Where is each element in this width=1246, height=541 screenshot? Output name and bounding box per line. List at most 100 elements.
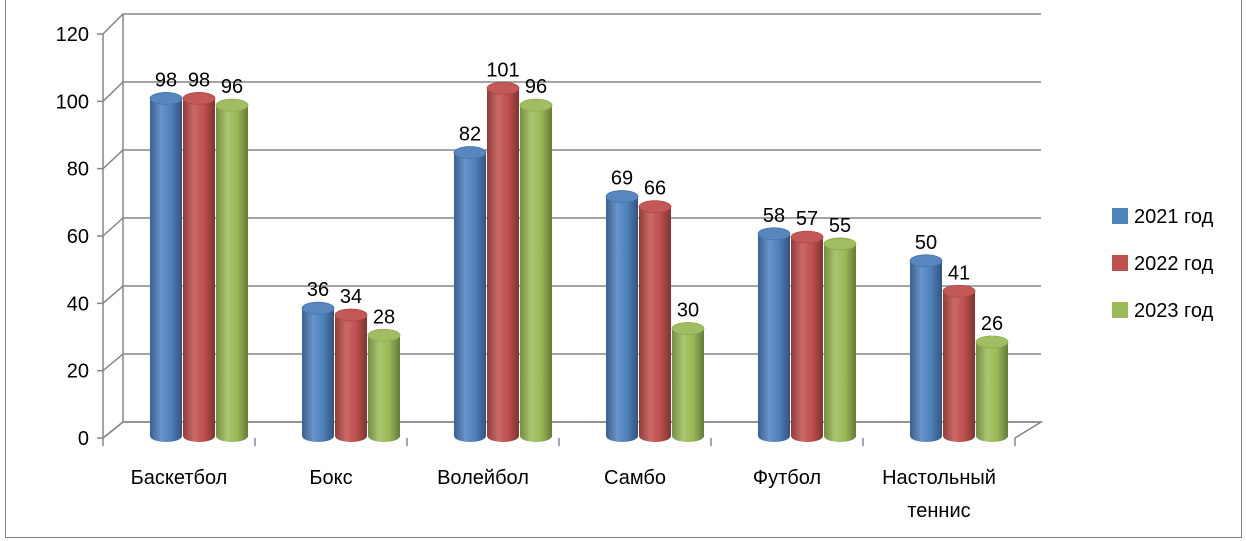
data-label: 34	[340, 286, 362, 308]
bar-top	[215, 98, 249, 112]
bar	[301, 301, 335, 442]
data-label: 98	[155, 69, 177, 91]
y-tick-label: 100	[56, 91, 89, 113]
bar-top	[486, 81, 520, 95]
legend-item: 2022 год	[1112, 253, 1214, 275]
category-label: Настольный	[882, 467, 996, 489]
bar-body	[639, 206, 671, 442]
bar	[149, 92, 183, 442]
bar-body	[943, 291, 975, 442]
data-label: 26	[981, 313, 1003, 335]
y-tick-label: 120	[56, 24, 89, 46]
bar	[486, 81, 520, 443]
category-label: Баскетбол	[131, 467, 228, 489]
bar-top	[301, 301, 335, 315]
data-label: 82	[459, 124, 481, 146]
legend-item: 2023 год	[1112, 300, 1214, 322]
bar-top	[790, 230, 824, 244]
bar-top	[453, 146, 487, 159]
data-label: 96	[525, 76, 547, 98]
bar-top	[605, 190, 639, 203]
bar-top	[823, 237, 857, 251]
data-label: 96	[221, 76, 243, 98]
bar-top	[671, 322, 705, 335]
category-label: Бокс	[309, 467, 352, 489]
bar	[909, 254, 943, 442]
data-label: 36	[307, 279, 329, 301]
legend-label: 2022 год	[1134, 253, 1214, 275]
bar	[519, 98, 553, 442]
bar-body	[758, 233, 790, 442]
legend-item: 2021 год	[1112, 206, 1214, 228]
data-label: 30	[677, 300, 699, 322]
legend-label: 2021 год	[1134, 206, 1214, 228]
data-labels: 98 98 96 36 34 28 82 101 96 69 66 30 58 57 55 50 41 26	[155, 59, 1003, 335]
bar	[182, 92, 216, 442]
bar-top	[942, 284, 976, 298]
category-label: теннис	[907, 500, 970, 522]
bar-body	[824, 243, 856, 442]
legend-swatch	[1112, 208, 1128, 224]
gridline	[102, 81, 1041, 102]
data-label: 69	[611, 168, 633, 190]
bar-body	[150, 98, 182, 442]
bar	[605, 190, 639, 442]
y-tick-label: 40	[67, 293, 89, 315]
bar	[790, 230, 824, 442]
legend-label: 2023 год	[1134, 300, 1214, 322]
data-label: 55	[829, 215, 851, 237]
y-tick-label: 20	[67, 361, 89, 383]
data-label: 101	[486, 59, 519, 81]
data-label: 41	[948, 262, 970, 284]
bar-body	[183, 98, 215, 442]
category-labels: Баскетбол Бокс Волейбол Самбо Футбол Настольн…	[131, 467, 996, 522]
bar-top	[519, 98, 553, 112]
gridline	[102, 13, 1041, 35]
bar-body	[791, 237, 823, 442]
bar-body	[368, 335, 400, 442]
bar-body	[335, 314, 367, 442]
bar	[671, 322, 705, 442]
bar-top	[367, 328, 401, 342]
y-tick-label: 60	[67, 226, 89, 248]
category-label: Футбол	[753, 467, 821, 489]
bar	[975, 335, 1009, 442]
bar	[823, 237, 857, 442]
data-label: 58	[763, 205, 785, 227]
bar-top	[334, 308, 368, 322]
axes	[97, 14, 1016, 446]
legend: 2021 год 2022 год 2023 год	[1112, 206, 1214, 322]
bar-body	[672, 328, 704, 442]
legend-swatch	[1112, 255, 1128, 271]
bar-body	[302, 308, 334, 442]
bar-body	[976, 342, 1008, 442]
bar	[638, 200, 672, 442]
bar-body	[910, 260, 942, 442]
data-label: 50	[915, 232, 937, 254]
y-tick-label: 0	[78, 428, 89, 450]
data-label: 66	[644, 178, 666, 200]
bar-top	[909, 254, 943, 268]
y-tick-label: 80	[67, 159, 89, 181]
bar-top	[149, 92, 183, 105]
bar-body	[520, 105, 552, 442]
category-label: Волейбол	[437, 467, 529, 489]
bar	[942, 284, 976, 442]
bar-body	[487, 88, 519, 443]
bar	[453, 146, 487, 443]
bar-body	[454, 152, 486, 443]
bar	[757, 227, 791, 442]
bar-top	[182, 92, 216, 105]
bar-body	[216, 105, 248, 442]
bar-top	[757, 227, 791, 241]
bars	[149, 81, 1009, 443]
bar	[334, 308, 368, 442]
legend-swatch	[1112, 302, 1128, 318]
data-label: 98	[188, 69, 210, 91]
bar	[215, 98, 249, 442]
data-label: 57	[796, 208, 818, 230]
bar-top	[638, 200, 672, 214]
bar-body	[606, 196, 638, 442]
data-label: 28	[373, 306, 395, 328]
